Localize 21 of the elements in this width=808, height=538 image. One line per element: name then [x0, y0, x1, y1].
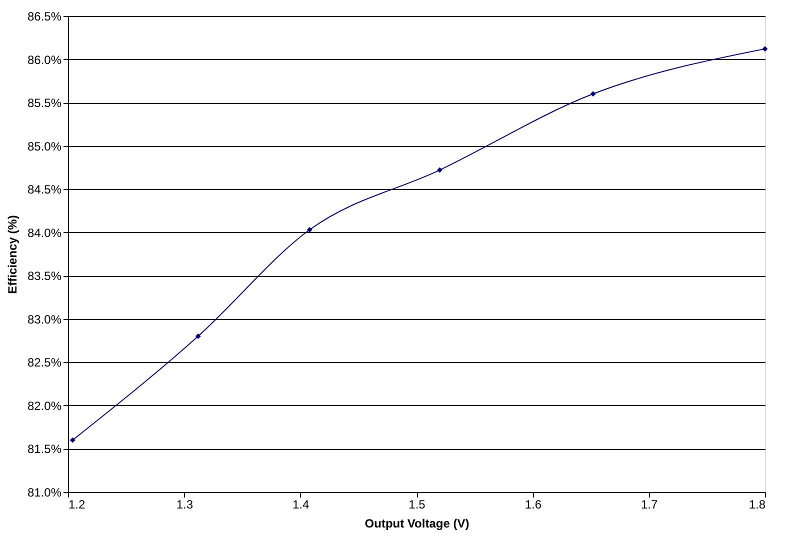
x-tick-label: 1.4	[292, 498, 310, 512]
x-tick-label: 1.6	[524, 498, 542, 512]
y-tick-label: 85.5%	[27, 96, 62, 110]
x-tick-label: 1.7	[640, 498, 658, 512]
x-tick-label: 1.5	[408, 498, 426, 512]
x-axis-title: Output Voltage (V)	[364, 516, 470, 530]
y-tick-label: 81.0%	[27, 486, 62, 500]
y-tick-label: 83.0%	[27, 312, 62, 326]
y-tick-label: 84.0%	[27, 226, 62, 240]
y-tick-label: 86.0%	[27, 52, 62, 67]
y-tick-label: 85.0%	[27, 139, 62, 154]
y-tick-label: 82.5%	[27, 356, 62, 370]
x-tick-label: 1.8	[748, 498, 766, 512]
y-tick-label: 83.5%	[27, 269, 62, 284]
y-axis-title: Efficiency (%)	[5, 215, 20, 294]
y-tick-label: 82.0%	[27, 398, 62, 413]
y-tick-label: 84.5%	[27, 182, 62, 197]
x-tick-label: 1.2	[68, 498, 86, 512]
y-tick-label: 86.5%	[27, 10, 62, 24]
x-tick-label: 1.3	[176, 498, 194, 512]
y-tick-label: 81.5%	[27, 442, 62, 456]
